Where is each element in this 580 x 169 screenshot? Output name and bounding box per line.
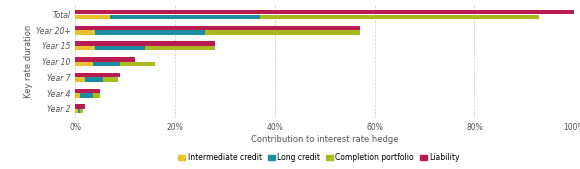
Bar xyxy=(75,15,110,19)
Bar xyxy=(78,109,81,113)
Bar xyxy=(145,46,215,50)
Bar xyxy=(75,62,93,66)
Bar xyxy=(75,93,81,98)
Bar xyxy=(75,104,85,109)
Bar xyxy=(75,26,360,30)
Bar xyxy=(103,78,118,82)
Bar xyxy=(81,93,93,98)
Legend: Intermediate credit, Long credit, Completion portfolio, Liability: Intermediate credit, Long credit, Comple… xyxy=(175,150,463,165)
Bar xyxy=(81,109,83,113)
Bar xyxy=(75,78,85,82)
Bar xyxy=(75,73,120,77)
Bar xyxy=(260,15,539,19)
Bar xyxy=(85,78,103,82)
Y-axis label: Key rate duration: Key rate duration xyxy=(24,25,33,98)
Bar xyxy=(75,41,215,46)
Bar xyxy=(95,30,205,35)
Bar xyxy=(93,93,100,98)
Bar xyxy=(75,57,135,62)
Bar xyxy=(205,30,360,35)
Bar xyxy=(75,109,78,113)
Bar xyxy=(75,10,574,14)
Bar xyxy=(120,62,155,66)
Bar xyxy=(75,89,100,93)
Bar xyxy=(95,46,145,50)
Bar xyxy=(93,62,120,66)
X-axis label: Contribution to interest rate hedge: Contribution to interest rate hedge xyxy=(251,135,398,144)
Bar xyxy=(75,30,95,35)
Bar xyxy=(75,46,95,50)
Bar xyxy=(110,15,260,19)
